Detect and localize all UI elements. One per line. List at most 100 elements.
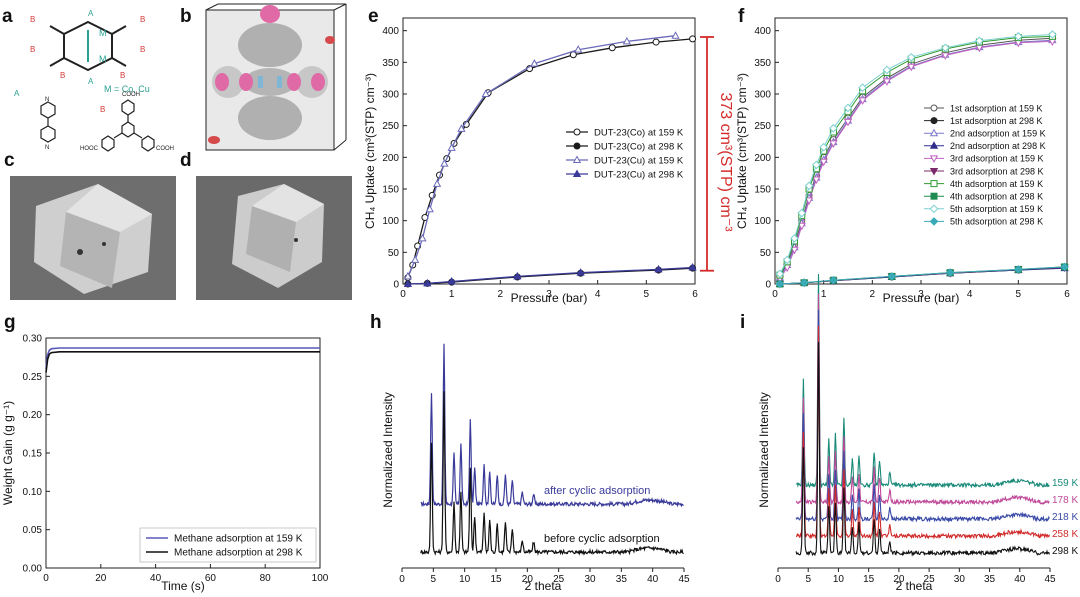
chart-e-legend-marker (573, 128, 581, 136)
chart-f-legend-label: 4th adsorption at 159 K (950, 179, 1043, 189)
chart-g-xtick-label: 20 (95, 573, 107, 584)
chart-e-ytick-label: 50 (388, 248, 400, 259)
chart-e: 0 1 2 3 4 5 6 0 50 100 150 200 250 300 350 400 DUT-23(Co… (363, 17, 734, 305)
chart-i-xtick-label: 15 (863, 574, 875, 585)
chart-h-xtick-label: 15 (490, 574, 502, 585)
panel-letter-c: c (4, 150, 15, 171)
n-label-bottom: N (45, 145, 49, 151)
chart-f-legend-label: 1st adsorption at 298 K (950, 116, 1043, 126)
chart-h: 0 5 10 15 20 25 30 35 40 45 after cyclic adsorptio… (381, 343, 690, 593)
chart-g-legend-label: Methane adsorption at 298 K (174, 548, 303, 559)
panel-letter-i: i (740, 312, 745, 333)
chart-g-legend-label: Methane adsorption at 159 K (174, 534, 303, 545)
btb-structure (101, 99, 155, 152)
chart-i-trace (796, 325, 1050, 540)
chart-f-legend-label: 5th adsorption at 298 K (950, 217, 1043, 227)
chart-h-xtick-label: 35 (616, 574, 628, 585)
panel-letter-b: b (180, 6, 192, 27)
chart-g-ytick-label: 0.00 (23, 564, 43, 575)
chart-e-point (457, 124, 466, 132)
chart-f-point (907, 63, 916, 72)
chart-e-point (423, 278, 432, 287)
chart-f-ytick-label: 250 (754, 121, 771, 132)
chart-e-point (403, 271, 413, 280)
chart-i-xtick-label: 0 (775, 574, 781, 585)
chart-i-xlabel: 2 theta (896, 579, 933, 593)
hooc-label: HOOC (80, 146, 99, 152)
chart-e-point (608, 44, 616, 52)
ligand-b-3: B (30, 45, 35, 54)
chart-f-point (775, 279, 785, 289)
chart-f-legend-label: 2nd adsorption at 298 K (950, 141, 1046, 151)
chart-i-trace-label: 218 K (1052, 512, 1078, 523)
chart-f-point (829, 275, 838, 285)
chart-f-point (1048, 30, 1057, 39)
chart-e-point (425, 204, 434, 213)
chart-g-xtick-label: 40 (150, 573, 162, 584)
chart-f-point (829, 140, 838, 148)
chart-f-xtick-label: 1 (821, 289, 827, 300)
bipyridine-structure (40, 101, 56, 143)
chart-i-trace (795, 273, 1050, 489)
chart-i-trace (795, 309, 1050, 523)
chart-g-legend-box (139, 527, 317, 563)
chart-i-xtick-label: 25 (924, 574, 936, 585)
chart-h-xtick-label: 40 (647, 574, 659, 585)
chart-f-series-line (779, 35, 1053, 276)
chart-f-xtick-label: 0 (772, 289, 778, 300)
chart-e-point (689, 35, 697, 43)
chart-f-point (797, 222, 806, 231)
chart-e-point (671, 31, 680, 39)
chart-f-ytick-label: 50 (760, 248, 772, 259)
chart-f: 0 1 2 3 4 5 6 0 50 100 150 200 250 300 350 400 1st adsor… (735, 17, 1070, 305)
chart-e-legend-label: DUT-23(Cu) at 159 K (594, 156, 684, 167)
chart-e-point (574, 45, 583, 53)
ligand-b-5: B (60, 71, 65, 80)
panel-letter-d: d (180, 150, 192, 171)
chart-f-point (775, 269, 785, 279)
chart-e-legend-marker (573, 142, 581, 150)
chart-e-annotation: 373 cm³(STP) cm⁻³ (717, 92, 734, 232)
chart-h-trace-label: after cyclic adsorption (544, 485, 650, 497)
cooh-label: COOH (122, 92, 140, 98)
chart-f-legend-label: 5th adsorption at 159 K (950, 204, 1043, 214)
chart-f-ytick-label: 400 (754, 26, 771, 37)
crystal-structure-image (205, 3, 347, 151)
panel-letter-f: f (738, 6, 745, 27)
chart-f-point (790, 246, 799, 255)
chart-e-point (447, 143, 456, 151)
ligand-b-6: B (120, 71, 125, 80)
chart-f-series-line (779, 34, 1053, 275)
chart-f-point (941, 52, 950, 60)
chart-f-ytick-label: 200 (754, 153, 771, 164)
chart-f-xtick-label: 3 (918, 289, 924, 300)
chart-h-trace (420, 391, 684, 556)
scheme-diagram: M M A A B B B B B B M = Co, Cu A B N N C (14, 9, 174, 152)
chart-h-xtick-label: 0 (399, 574, 405, 585)
chart-f-point (804, 181, 814, 191)
chart-f-point (843, 118, 853, 127)
chart-e-point (481, 89, 490, 97)
chart-e-ytick-label: 150 (382, 185, 399, 196)
chart-f-point (975, 36, 984, 46)
ligand-a-bottom: A (88, 77, 94, 86)
chart-f-series-line (779, 37, 1053, 277)
chart-g-ytick-label: 0.30 (23, 334, 43, 345)
chart-f-point (882, 78, 892, 86)
chart-e-legend-label: DUT-23(Co) at 159 K (594, 128, 684, 139)
chart-f-legend-marker (929, 141, 939, 149)
chart-f-point (941, 43, 950, 53)
chart-f-legend-marker (930, 117, 938, 125)
chart-i-trace (795, 293, 1050, 506)
chart-f-point (819, 142, 828, 152)
chart-e-point (447, 276, 456, 285)
chart-e-legend-marker (572, 169, 582, 177)
chart-h-trace-label: before cyclic adsorption (544, 533, 660, 545)
chart-e-xtick-label: 0 (400, 289, 406, 300)
chart-g-series-line (45, 347, 320, 369)
ligand-b-4: B (140, 45, 145, 54)
chart-e-point (418, 233, 427, 242)
panel-letter-a: a (2, 6, 13, 27)
chart-f-point (829, 123, 838, 133)
ligand-a-top: A (88, 9, 94, 18)
